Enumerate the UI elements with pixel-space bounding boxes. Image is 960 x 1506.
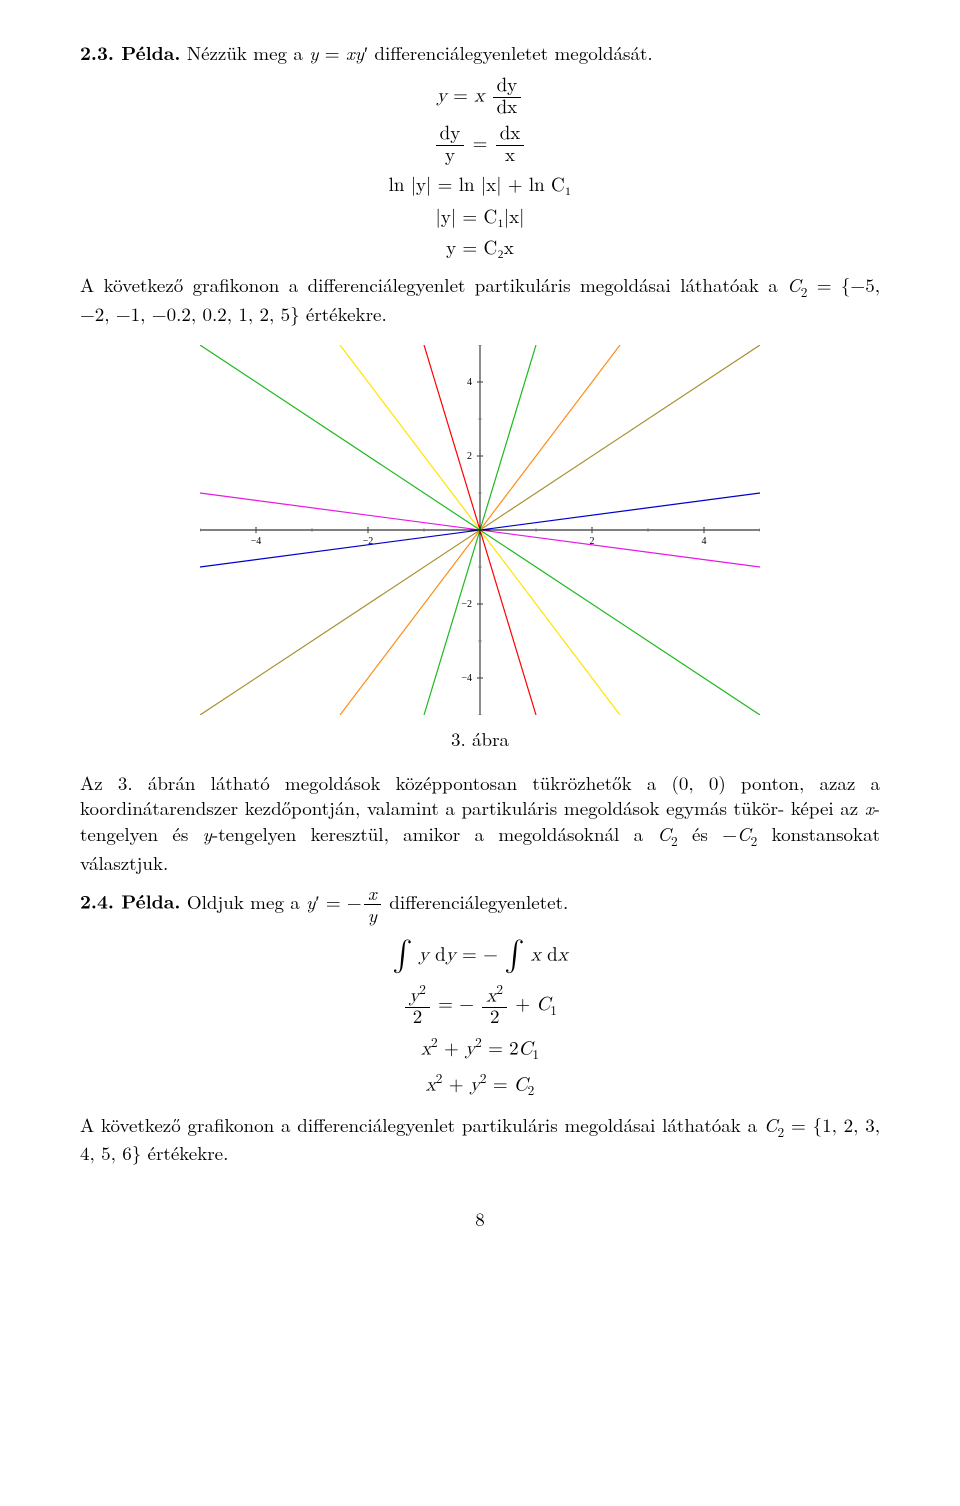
eq-2-4-3: x2 + y2 = 2C1 (80, 1035, 880, 1065)
line-chart: −4 −2 2 4 −4 −2 2 4 (200, 345, 760, 715)
eq-2-4-1: ∫ y dy = − ∫ x dx (80, 936, 880, 977)
svg-text:−2: −2 (363, 536, 374, 547)
eq-2-3-1: y = x dydx (80, 76, 880, 119)
svg-text:−4: −4 (251, 536, 262, 547)
svg-text:2: 2 (467, 451, 472, 462)
para-after-eq-2-3: A következő grafikonon a differenciálegy… (80, 272, 880, 326)
frac-den: y (364, 905, 381, 926)
frac-den: x (496, 146, 525, 167)
heading-lead: Nézzük meg a y = xy′ differenciálegyenle… (187, 39, 653, 66)
eq-2-3-3: ln |y| = ln |x| + ln C₁ (80, 173, 880, 199)
frac-den: y (436, 146, 465, 167)
para-after-fig-3: Az 3. ábrán látható megoldások középpont… (80, 770, 880, 876)
eq-block-2-4: ∫ y dy = − ∫ x dx y22 = − x22 + C1 x2 + … (80, 936, 880, 1101)
figure-3-caption: 3. ábra (80, 726, 880, 752)
frac-den: 2 (482, 1008, 507, 1029)
figure-3: −4 −2 2 4 −4 −2 2 4 (80, 345, 880, 721)
heading-label: 2.4. Példa. (80, 887, 180, 915)
heading-lead: Oldjuk meg a y′ = −xy differenciálegyenl… (187, 888, 568, 915)
page-number: 8 (80, 1206, 880, 1232)
section-2-4-heading: 2.4. Példa. Oldjuk meg a y′ = −xy differ… (80, 883, 880, 926)
frac-den: 2 (405, 1008, 430, 1029)
eq-2-4-4: x2 + y2 = C2 (80, 1071, 880, 1101)
eq-block-2-3: y = x dydx dyy = dxx ln |y| = ln |x| + l… (80, 76, 880, 262)
para-after-eq-2-4: A következő grafikonon a differenciálegy… (80, 1112, 880, 1166)
eq-2-3-4: |y| = C₁|x| (80, 205, 880, 231)
eq-sign: = (473, 135, 488, 154)
frac-num: dy (436, 124, 465, 146)
svg-text:−2: −2 (461, 599, 472, 610)
eq-2-3-2: dyy = dxx (80, 124, 880, 167)
eq-2-4-2: y22 = − x22 + C1 (80, 983, 880, 1029)
heading-label: 2.3. Példa. (80, 38, 180, 66)
frac-num: dy (493, 76, 522, 98)
svg-text:2: 2 (590, 536, 595, 547)
section-2-3-heading: 2.3. Példa. Nézzük meg a y = xy′ differe… (80, 40, 880, 66)
svg-text:4: 4 (467, 377, 472, 388)
svg-text:4: 4 (702, 536, 707, 547)
svg-text:−4: −4 (461, 673, 472, 684)
frac-den: dx (493, 98, 522, 119)
frac-num: dx (496, 124, 525, 146)
frac-num: x2 (482, 983, 507, 1008)
frac-num: y2 (405, 983, 430, 1008)
eq-2-3-5: y = C₂x (80, 236, 880, 262)
